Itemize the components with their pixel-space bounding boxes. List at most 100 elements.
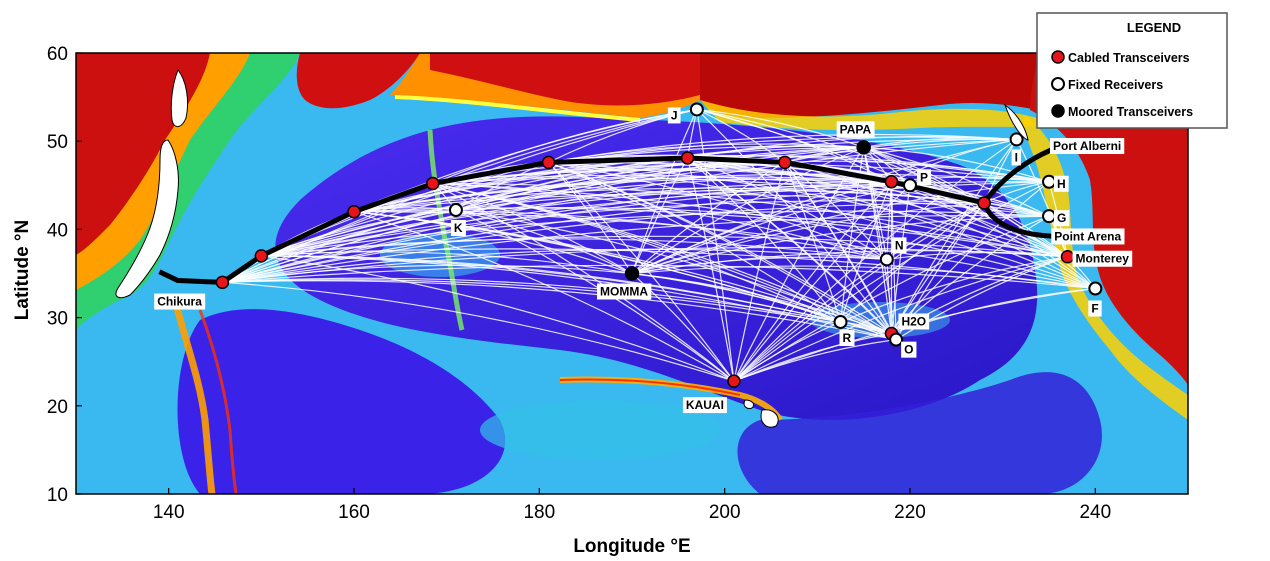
station-label-i: I: [1015, 150, 1018, 164]
acoustic-path: [733, 339, 897, 382]
acoustic-path: [890, 139, 1018, 334]
acoustic-path: [261, 255, 735, 382]
station-label-h: H: [1057, 177, 1066, 191]
deep-basin-west: [177, 309, 506, 494]
acoustic-path: [455, 209, 735, 382]
x-tick-label: 220: [894, 502, 926, 523]
fixed-receiver-marker: [1042, 174, 1056, 189]
acoustic-path: [548, 161, 735, 382]
acoustic-path: [222, 264, 633, 283]
acoustic-path: [353, 211, 735, 382]
cabled-transceiver-marker: [215, 275, 230, 290]
acoustic-path: [983, 202, 1068, 258]
x-tick-label: 160: [338, 502, 370, 523]
fixed-receiver-marker: [879, 252, 894, 267]
cable-branch-north: [982, 147, 1052, 205]
acoustic-path: [631, 265, 1096, 290]
acoustic-path: [631, 146, 864, 274]
cabled-transceiver-marker: [778, 155, 792, 170]
acoustic-path: [631, 272, 897, 341]
station-label-kauai: KAUAI: [686, 398, 724, 412]
acoustic-path: [784, 160, 1050, 183]
acoustic-path: [261, 209, 457, 257]
cabled-transceiver-marker: [977, 196, 991, 210]
acoustic-path: [631, 109, 698, 274]
station-label-k: K: [454, 221, 463, 235]
acoustic-path: [455, 178, 892, 211]
fixed-receiver-marker: [1088, 281, 1103, 296]
acoustic-paths: [222, 108, 1096, 382]
cabled-transceiver-marker: [884, 175, 899, 189]
place-label: Port Alberni: [1053, 139, 1121, 153]
y-tick-label: 50: [47, 132, 68, 153]
legend-marker-moored: [1051, 104, 1065, 118]
cabled-transceiver-marker: [254, 249, 269, 263]
cabled-transceiver-marker: [1060, 249, 1075, 264]
acoustic-path: [696, 108, 864, 148]
acoustic-path: [222, 214, 1050, 283]
y-axis-label: Latitude °N: [12, 220, 33, 320]
fixed-receiver-marker: [448, 202, 463, 217]
acoustic-path: [261, 235, 1068, 258]
acoustic-path: [631, 256, 887, 275]
acoustic-path: [733, 181, 1050, 382]
fixed-receiver-marker: [889, 332, 904, 347]
x-tick-label: 200: [709, 502, 741, 523]
fixed-receiver-marker: [1042, 209, 1056, 224]
acoustic-path: [696, 108, 786, 163]
acoustic-path: [631, 161, 786, 274]
acoustic-path: [687, 157, 897, 341]
station-label-j: J: [671, 108, 678, 122]
acoustic-path: [432, 108, 697, 185]
acoustic-path: [863, 137, 1017, 148]
acoustic-path: [839, 181, 893, 323]
acoustic-path: [687, 145, 864, 159]
deep-basin-south: [737, 372, 1102, 494]
legend-marker-fixed: [1051, 77, 1065, 91]
acoustic-path: [222, 281, 735, 382]
acoustic-path: [687, 157, 1068, 258]
plot-frame: [75, 52, 1189, 495]
kamchatka: [296, 53, 420, 109]
x-tick-label: 180: [523, 502, 555, 523]
north-america: [1030, 53, 1188, 385]
acoustic-path: [455, 209, 633, 275]
station-label-monterey: Monterey: [1076, 252, 1130, 266]
cabled-transceiver-marker: [680, 151, 695, 165]
x-axis-label: Longitude °E: [573, 536, 690, 557]
y-tick-label: 60: [47, 44, 68, 65]
fixed-receiver-marker: [689, 102, 704, 117]
station-label-h2o: H2O: [901, 314, 926, 328]
acoustic-path: [733, 202, 985, 382]
acoustic-path: [222, 202, 985, 283]
station-label-g: G: [1057, 211, 1066, 225]
acoustic-path: [863, 146, 1096, 289]
acoustic-path: [863, 146, 1050, 217]
place-label: Chikura: [157, 295, 202, 309]
acoustic-path: [733, 184, 911, 382]
station-label-o: O: [904, 343, 913, 357]
acoustic-path: [863, 147, 897, 340]
axis-ticks: 140 160 180 200 220 240 10 20 30 40 50 60: [47, 44, 1111, 523]
acoustic-path: [696, 109, 735, 382]
acoustic-path: [261, 238, 887, 260]
cabled-transceiver-marker: [347, 205, 361, 219]
station-label-n: N: [895, 238, 904, 252]
japan: [115, 139, 179, 299]
y-tick-label: 10: [47, 485, 68, 506]
acoustic-path: [455, 206, 1068, 258]
acoustic-path: [863, 146, 1050, 183]
cabled-transceiver-marker: [426, 176, 440, 191]
legend: LEGEND Cabled Transceivers Fixed Receive…: [1036, 12, 1228, 129]
acoustic-path: [631, 184, 911, 275]
acoustic-path: [733, 258, 888, 382]
station-label-momma: MOMMA: [600, 285, 648, 299]
aleutian-chain: [394, 95, 641, 122]
y-tick-label: 40: [47, 220, 68, 241]
acoustic-path: [891, 181, 1050, 334]
legend-title: LEGEND: [1127, 20, 1181, 35]
legend-item-cabled: Cabled Transceivers: [1068, 51, 1190, 65]
acoustic-path: [455, 146, 864, 211]
acoustic-path: [890, 181, 897, 340]
acoustic-path: [733, 138, 1017, 382]
